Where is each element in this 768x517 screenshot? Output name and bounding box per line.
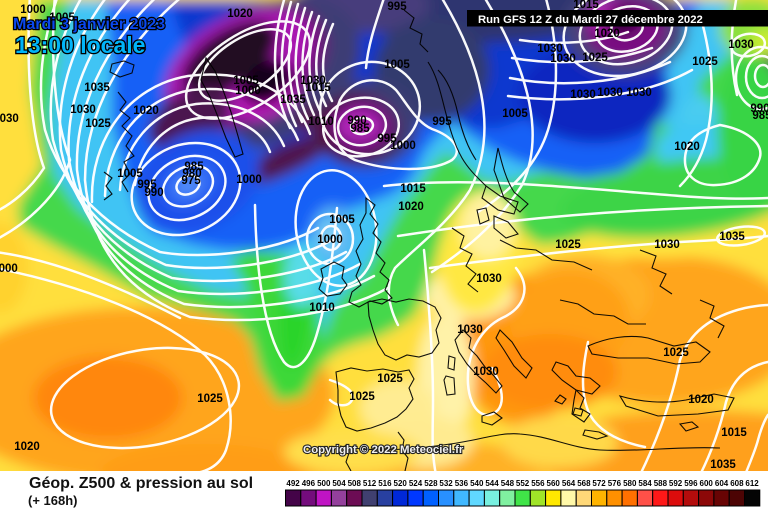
svg-text:580: 580 — [623, 479, 637, 488]
svg-text:985: 985 — [350, 123, 370, 135]
svg-text:608: 608 — [730, 479, 744, 488]
svg-text:1035: 1035 — [84, 82, 110, 94]
svg-text:995: 995 — [137, 179, 157, 191]
svg-text:1030: 1030 — [550, 53, 576, 65]
svg-text:995: 995 — [387, 1, 407, 13]
svg-text:1025: 1025 — [349, 391, 375, 403]
svg-text:1025: 1025 — [197, 393, 223, 405]
svg-text:544: 544 — [485, 479, 499, 488]
svg-text:504: 504 — [332, 479, 346, 488]
svg-text:1005: 1005 — [117, 168, 143, 180]
svg-text:568: 568 — [577, 479, 591, 488]
svg-text:1005: 1005 — [233, 75, 259, 87]
svg-text:1005: 1005 — [502, 108, 528, 120]
svg-text:1000: 1000 — [20, 4, 46, 16]
svg-text:536: 536 — [455, 479, 469, 488]
svg-text:1025: 1025 — [85, 118, 111, 130]
svg-text:980: 980 — [182, 168, 201, 180]
svg-text:1030: 1030 — [654, 239, 680, 251]
svg-text:1020: 1020 — [594, 28, 620, 40]
svg-text:604: 604 — [715, 479, 729, 488]
svg-text:532: 532 — [439, 479, 453, 488]
svg-text:995: 995 — [432, 116, 452, 128]
svg-text:1000: 1000 — [0, 263, 18, 275]
svg-text:1015: 1015 — [400, 183, 426, 195]
svg-text:1025: 1025 — [582, 52, 608, 64]
svg-text:1035: 1035 — [280, 94, 306, 106]
svg-text:1035: 1035 — [710, 459, 736, 471]
svg-text:1025: 1025 — [663, 347, 689, 359]
svg-text:Mardi 3 janvier 2023: Mardi 3 janvier 2023 — [13, 16, 165, 33]
svg-text:985: 985 — [752, 110, 768, 122]
svg-text:572: 572 — [592, 479, 606, 488]
svg-text:1000: 1000 — [317, 234, 343, 246]
svg-text:600: 600 — [700, 479, 714, 488]
svg-text:584: 584 — [638, 479, 652, 488]
svg-text:564: 564 — [562, 479, 576, 488]
svg-text:1000: 1000 — [236, 174, 262, 186]
svg-text:1015: 1015 — [721, 427, 747, 439]
svg-text:508: 508 — [348, 479, 362, 488]
svg-text:1030: 1030 — [70, 104, 96, 116]
svg-text:1030: 1030 — [597, 87, 623, 99]
svg-text:1000: 1000 — [390, 140, 416, 152]
svg-text:1020: 1020 — [133, 105, 159, 117]
svg-text:516: 516 — [378, 479, 392, 488]
svg-text:1030: 1030 — [457, 324, 483, 336]
svg-text:1030: 1030 — [473, 366, 499, 378]
svg-text:990: 990 — [144, 187, 163, 199]
svg-text:548: 548 — [501, 479, 515, 488]
svg-text:1025: 1025 — [692, 56, 718, 68]
svg-text:592: 592 — [669, 479, 683, 488]
svg-text:13:00 locale: 13:00 locale — [15, 32, 145, 58]
svg-text:1005: 1005 — [384, 59, 410, 71]
svg-text:1030: 1030 — [626, 87, 652, 99]
svg-text:540: 540 — [470, 479, 484, 488]
svg-text:1020: 1020 — [398, 201, 424, 213]
svg-text:(+ 168h): (+ 168h) — [28, 493, 78, 508]
svg-text:552: 552 — [516, 479, 530, 488]
svg-text:990: 990 — [750, 103, 768, 115]
svg-text:556: 556 — [531, 479, 545, 488]
svg-text:492: 492 — [286, 479, 300, 488]
svg-text:560: 560 — [547, 479, 561, 488]
svg-text:524: 524 — [409, 479, 423, 488]
svg-text:Géop. Z500 & pression au sol: Géop. Z500 & pression au sol — [29, 475, 253, 492]
svg-text:1010: 1010 — [309, 302, 335, 314]
svg-text:Run GFS 12 Z du Mardi 27 décem: Run GFS 12 Z du Mardi 27 décembre 2022 — [478, 14, 703, 26]
svg-text:1030: 1030 — [300, 75, 326, 87]
svg-text:1005: 1005 — [49, 12, 75, 24]
svg-text:596: 596 — [684, 479, 698, 488]
svg-text:1030: 1030 — [476, 273, 502, 285]
svg-text:1025: 1025 — [377, 373, 403, 385]
svg-text:Copyright © 2022 Meteociel.fr: Copyright © 2022 Meteociel.fr — [303, 444, 464, 456]
svg-text:588: 588 — [654, 479, 668, 488]
svg-text:990: 990 — [347, 115, 366, 127]
svg-text:1020: 1020 — [227, 8, 253, 20]
svg-text:1030: 1030 — [728, 39, 754, 51]
svg-text:1030: 1030 — [570, 89, 596, 101]
svg-text:1015: 1015 — [573, 0, 599, 11]
svg-text:1015: 1015 — [305, 82, 331, 94]
svg-text:1020: 1020 — [674, 141, 700, 153]
svg-text:1035: 1035 — [719, 231, 745, 243]
svg-text:576: 576 — [608, 479, 622, 488]
svg-text:1005: 1005 — [329, 214, 355, 226]
svg-text:975: 975 — [181, 175, 201, 187]
svg-text:528: 528 — [424, 479, 438, 488]
svg-text:1025: 1025 — [555, 239, 581, 251]
svg-text:500: 500 — [317, 479, 331, 488]
svg-text:1010: 1010 — [308, 116, 334, 128]
svg-text:1020: 1020 — [14, 441, 40, 453]
svg-text:1020: 1020 — [688, 394, 714, 406]
svg-text:496: 496 — [302, 479, 316, 488]
svg-text:985: 985 — [184, 161, 204, 173]
svg-text:520: 520 — [394, 479, 408, 488]
svg-text:1000: 1000 — [235, 85, 261, 97]
svg-text:612: 612 — [745, 479, 759, 488]
svg-text:1030: 1030 — [537, 43, 563, 55]
svg-text:512: 512 — [363, 479, 377, 488]
svg-text:995: 995 — [377, 133, 397, 145]
svg-text:1030: 1030 — [0, 113, 19, 125]
